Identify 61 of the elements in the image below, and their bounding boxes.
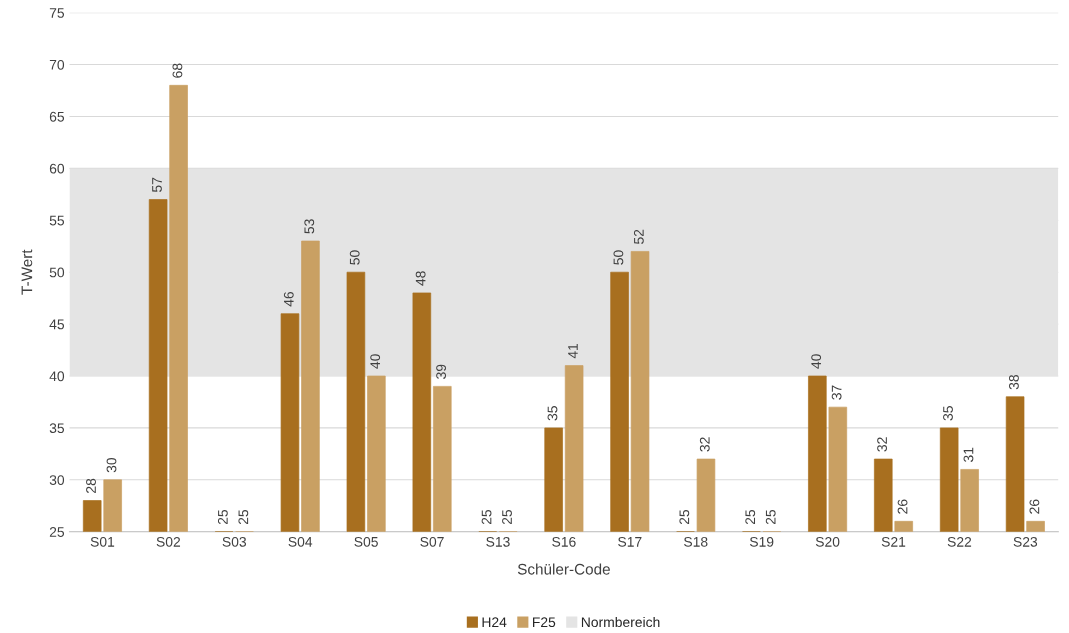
x-tick-label: S18 (684, 536, 708, 547)
data-label: 40 (370, 354, 381, 369)
data-label: 25 (765, 509, 776, 525)
y-tick-label: 30 (49, 475, 65, 485)
y-tick-label: 65 (49, 111, 65, 122)
data-label: 37 (831, 385, 842, 400)
data-label: 50 (613, 250, 624, 265)
x-tick-label: S01 (90, 536, 115, 547)
data-label: 28 (86, 478, 96, 493)
data-label: 38 (1009, 374, 1019, 390)
data-label: 35 (943, 406, 953, 421)
data-label: 32 (699, 437, 710, 452)
data-label: 35 (547, 406, 558, 421)
data-label: 25 (502, 509, 512, 525)
data-label: 25 (679, 509, 690, 525)
x-tick-label: S22 (947, 536, 972, 547)
data-label: 46 (283, 291, 294, 307)
x-tick-label: S23 (1013, 536, 1038, 547)
legend-label: Normbereich (581, 616, 660, 628)
y-tick-label: 45 (49, 319, 65, 330)
x-tick-label: S21 (881, 536, 906, 547)
y-tick-label: 40 (49, 371, 65, 382)
legend-label: H24 (482, 617, 507, 627)
data-label: 32 (877, 437, 887, 452)
x-tick-label: S17 (618, 536, 642, 547)
data-label: 50 (349, 250, 360, 265)
y-tick-label: 75 (49, 8, 65, 18)
data-label: 25 (745, 509, 756, 525)
legend-label: F25 (533, 617, 556, 628)
x-tick-label: S02 (156, 536, 181, 547)
data-label: 41 (568, 343, 578, 359)
data-label: 25 (481, 509, 492, 525)
y-tick-label: 60 (49, 163, 65, 174)
x-tick-label: S04 (288, 536, 313, 547)
data-label: 25 (217, 509, 228, 525)
x-tick-label: S13 (486, 536, 510, 547)
data-label: 40 (811, 354, 822, 369)
data-label: 48 (415, 271, 426, 286)
y-axis-title: T-Wert (21, 249, 33, 295)
data-label: 31 (963, 447, 974, 462)
data-label: 53 (304, 219, 315, 234)
x-tick-label: S07 (420, 536, 444, 547)
y-tick-label: 70 (49, 59, 65, 70)
data-label: 39 (436, 364, 447, 379)
y-tick-label: 50 (49, 267, 65, 278)
data-label: 26 (1029, 499, 1040, 514)
x-tick-label: S16 (552, 536, 576, 547)
y-tick-label: 35 (49, 423, 65, 434)
y-tick-label: 25 (49, 527, 65, 537)
data-label: 25 (238, 509, 249, 525)
x-tick-label: S05 (354, 536, 378, 547)
y-tick-label: 55 (49, 215, 65, 226)
x-axis-title: Schüler-Code (517, 563, 610, 575)
data-label: 30 (106, 457, 117, 473)
data-label: 26 (897, 499, 908, 514)
x-tick-label: S03 (222, 536, 247, 547)
data-label: 57 (152, 177, 162, 193)
x-tick-label: S20 (815, 536, 840, 547)
x-tick-label: S19 (749, 536, 774, 547)
data-label: 68 (172, 63, 183, 78)
data-label: 52 (633, 229, 644, 244)
